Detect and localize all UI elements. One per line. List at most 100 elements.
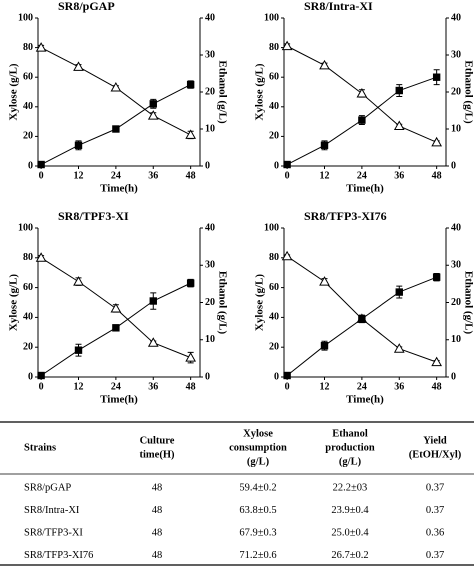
table-header: time(H): [140, 449, 175, 460]
y-tick-label: 80: [23, 252, 33, 263]
square-marker: [74, 346, 83, 354]
table-cell: 48: [152, 550, 163, 561]
table-cell: SR8/TFP3-XI: [24, 527, 83, 538]
y-tick-label: 60: [23, 282, 33, 293]
y2-tick-label: 30: [205, 260, 215, 271]
table-header: Culture: [140, 435, 175, 446]
y-axis-label: Xylose (g/L): [254, 274, 266, 331]
x-tick-label: 24: [111, 170, 121, 181]
table-header: Yield: [423, 435, 447, 446]
table-cell: SR8/pGAP: [24, 482, 71, 493]
table-cell: 48: [152, 527, 163, 538]
table-header: consumption: [229, 442, 287, 453]
y-tick-label: 40: [23, 101, 33, 112]
y-tick-label: 0: [28, 371, 33, 382]
y-tick-label: 60: [23, 71, 33, 82]
y-axis-label: Xylose (g/L): [8, 63, 20, 120]
square-marker: [432, 273, 441, 281]
y2-tick-label: 10: [205, 334, 215, 345]
y2-tick-label: 20: [205, 86, 215, 97]
y-tick-label: 100: [18, 222, 33, 233]
x-tick-label: 12: [74, 170, 84, 181]
triangle-marker: [73, 276, 84, 286]
table-cell: 71.2±0.6: [239, 550, 276, 561]
square-marker: [358, 116, 366, 124]
square-marker: [320, 141, 329, 149]
square-marker: [283, 160, 291, 169]
x-tick-label: 36: [148, 170, 158, 181]
x-tick-label: 48: [432, 170, 442, 181]
y2-tick-label: 40: [451, 222, 461, 233]
square-marker: [283, 371, 291, 380]
y-tick-label: 100: [264, 222, 279, 233]
triangle-marker: [147, 337, 159, 347]
x-tick-label: 0: [39, 170, 44, 181]
table-header: Xylose: [243, 428, 273, 439]
table-cell: SR8/Intra-XI: [24, 505, 80, 516]
y-tick-label: 100: [18, 12, 33, 23]
x-tick-label: 36: [394, 381, 404, 392]
y2-tick-label: 40: [205, 12, 215, 23]
y-tick-label: 40: [269, 312, 279, 323]
square-marker: [112, 125, 120, 133]
y2-tick-label: 40: [205, 222, 215, 233]
x-tick-label: 0: [39, 381, 44, 392]
series-line: [286, 255, 437, 363]
table-cell: SR8/TFP3-XI76: [24, 550, 93, 561]
table-cell: 23.9±0.4: [331, 505, 369, 516]
y-tick-label: 60: [269, 282, 279, 293]
x-axis-label: Time(h): [346, 183, 384, 195]
y2-tick-label: 20: [451, 86, 461, 97]
y2-tick-label: 10: [451, 123, 461, 134]
chart-title: SR8/TFP3-XI76: [304, 209, 387, 223]
table-header: (EtOH/Xyl): [409, 449, 462, 460]
triangle-marker: [185, 129, 197, 139]
x-tick-label: 12: [74, 381, 84, 392]
y-tick-label: 100: [264, 12, 279, 23]
table-cell: 0.36: [426, 527, 444, 538]
x-tick-label: 0: [285, 381, 290, 392]
triangle-marker: [35, 252, 47, 262]
y-axis-label: Xylose (g/L): [254, 63, 266, 120]
triangle-marker: [185, 352, 197, 362]
series-line: [286, 276, 437, 376]
table-cell: 22.2±03: [333, 482, 368, 493]
triangle-marker: [393, 120, 405, 131]
x-tick-label: 48: [186, 170, 196, 181]
table-cell: 0.37: [426, 482, 444, 493]
y-tick-label: 40: [269, 101, 279, 112]
triangle-marker: [110, 302, 122, 313]
y2-tick-label: 20: [451, 297, 461, 308]
chart-title: SR8/TPF3-XI: [58, 209, 129, 223]
y-tick-label: 0: [274, 160, 279, 171]
table-cell: 48: [152, 482, 163, 493]
table-cell: 0.37: [426, 505, 444, 516]
x-tick-label: 36: [394, 170, 404, 181]
y-tick-label: 20: [269, 131, 279, 142]
table-cell: 63.8±0.5: [239, 505, 276, 516]
table-header: production: [325, 442, 375, 453]
y2-tick-label: 20: [205, 297, 215, 308]
y2-tick-label: 30: [451, 49, 461, 60]
y2-axis-label: Ethanol (g/L): [216, 60, 228, 124]
table-cell: 25.0±0.4: [331, 527, 369, 538]
y2-tick-label: 30: [205, 49, 215, 60]
y2-tick-label: 40: [451, 12, 461, 23]
y-tick-label: 80: [23, 42, 33, 53]
y2-axis-label: Ethanol (g/L): [462, 271, 474, 335]
y2-tick-label: 0: [205, 371, 210, 382]
y-tick-label: 40: [23, 312, 33, 323]
triangle-marker: [319, 276, 330, 286]
triangle-marker: [110, 82, 122, 92]
square-marker: [37, 160, 45, 169]
y2-tick-label: 10: [451, 334, 461, 345]
triangle-marker: [393, 343, 405, 353]
table-header: (g/L): [339, 456, 362, 467]
triangle-marker: [319, 59, 330, 70]
square-marker: [149, 100, 157, 108]
triangle-marker: [35, 42, 47, 52]
table-cell: 67.9±0.3: [239, 527, 276, 538]
square-marker: [74, 141, 83, 149]
square-marker: [432, 73, 441, 81]
x-tick-label: 24: [357, 381, 367, 392]
